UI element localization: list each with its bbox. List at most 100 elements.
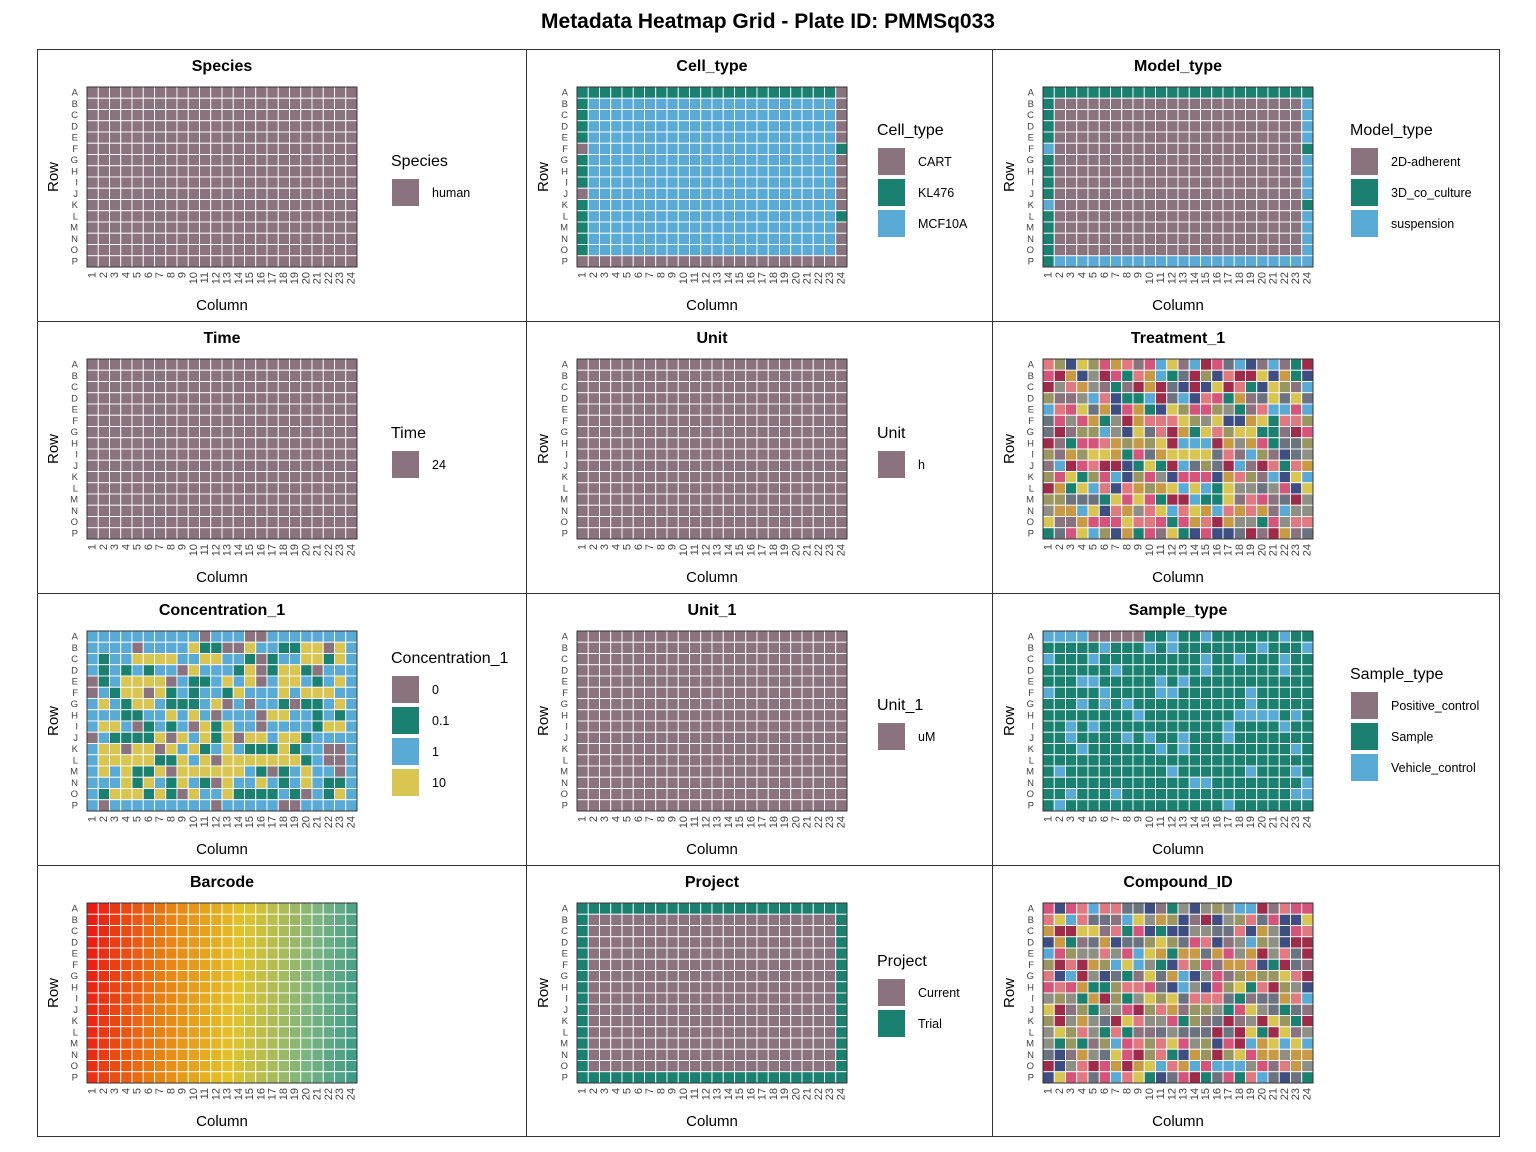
well-C7 xyxy=(154,109,167,122)
y-axis-label: Row xyxy=(1001,434,1018,464)
well-A11 xyxy=(1155,902,1168,915)
well-G16 xyxy=(745,970,758,983)
well-L6 xyxy=(142,1026,155,1039)
well-C22 xyxy=(812,109,825,122)
well-G17 xyxy=(266,970,279,983)
well-K20 xyxy=(790,743,803,756)
well-L23 xyxy=(1290,210,1303,223)
well-A10 xyxy=(187,630,200,643)
well-D1 xyxy=(1042,936,1055,949)
well-A2 xyxy=(587,902,600,915)
column-tick-5: 5 xyxy=(132,272,144,278)
well-B16 xyxy=(1211,641,1224,654)
row-tick-O: O xyxy=(1027,245,1034,256)
well-L12 xyxy=(1166,210,1179,223)
well-M7 xyxy=(1110,765,1123,778)
well-D24 xyxy=(835,936,848,949)
well-N22 xyxy=(812,1048,825,1061)
well-K13 xyxy=(221,199,234,212)
column-tick-4: 4 xyxy=(610,816,622,822)
well-P7 xyxy=(154,799,167,812)
well-F18 xyxy=(1233,958,1246,971)
well-P13 xyxy=(711,1071,724,1084)
well-D20 xyxy=(300,120,313,133)
row-tick-M: M xyxy=(70,1039,78,1050)
row-tick-E: E xyxy=(1028,405,1034,416)
well-A6 xyxy=(632,630,645,643)
well-O8 xyxy=(1121,244,1134,257)
well-G10 xyxy=(677,698,690,711)
well-F20 xyxy=(790,958,803,971)
well-P1 xyxy=(86,799,99,812)
well-O23 xyxy=(824,1060,837,1073)
well-C15 xyxy=(1200,653,1213,666)
well-K7 xyxy=(154,743,167,756)
well-J22 xyxy=(322,187,335,200)
well-D5 xyxy=(1087,936,1100,949)
well-O5 xyxy=(621,516,634,529)
well-G23 xyxy=(824,970,837,983)
well-L6 xyxy=(1098,754,1111,767)
column-tick-9: 9 xyxy=(177,1088,189,1094)
row-tick-H: H xyxy=(1027,438,1034,449)
well-O10 xyxy=(1143,516,1156,529)
well-A19 xyxy=(1245,902,1258,915)
well-H12 xyxy=(700,437,713,450)
well-A23 xyxy=(824,86,837,99)
row-tick-N: N xyxy=(71,234,78,245)
well-B18 xyxy=(767,641,780,654)
well-G5 xyxy=(1087,154,1100,167)
well-F6 xyxy=(1098,414,1111,427)
well-A19 xyxy=(1245,358,1258,371)
well-P17 xyxy=(756,1071,769,1084)
well-A8 xyxy=(655,630,668,643)
well-C19 xyxy=(289,109,302,122)
well-P3 xyxy=(1065,799,1078,812)
well-H18 xyxy=(277,165,290,178)
well-D13 xyxy=(1177,936,1190,949)
well-P5 xyxy=(131,1071,144,1084)
well-P24 xyxy=(835,1071,848,1084)
well-K10 xyxy=(677,471,690,484)
column-tick-4: 4 xyxy=(120,272,132,278)
well-H15 xyxy=(1200,165,1213,178)
well-I13 xyxy=(1177,720,1190,733)
well-F18 xyxy=(277,414,290,427)
well-N11 xyxy=(1155,232,1168,245)
well-B22 xyxy=(322,97,335,110)
well-A8 xyxy=(165,86,178,99)
well-A9 xyxy=(176,630,189,643)
well-D16 xyxy=(1211,936,1224,949)
y-axis-label: Row xyxy=(1001,706,1018,736)
well-L22 xyxy=(322,754,335,767)
well-G1 xyxy=(1042,970,1055,983)
legend-item-h: h xyxy=(877,449,925,480)
well-P1 xyxy=(576,799,589,812)
well-B7 xyxy=(644,369,657,382)
well-N2 xyxy=(97,232,110,245)
well-F6 xyxy=(632,414,645,427)
well-C11 xyxy=(689,109,702,122)
well-H23 xyxy=(334,165,347,178)
well-K7 xyxy=(154,1015,167,1028)
well-K12 xyxy=(210,471,223,484)
well-G4 xyxy=(610,426,623,439)
well-H19 xyxy=(1245,709,1258,722)
well-N2 xyxy=(97,776,110,789)
well-A12 xyxy=(210,358,223,371)
well-A4 xyxy=(610,902,623,915)
well-N13 xyxy=(711,504,724,517)
heatmap-wells xyxy=(1042,902,1314,1084)
well-I18 xyxy=(767,176,780,189)
well-C23 xyxy=(824,109,837,122)
well-C18 xyxy=(1233,653,1246,666)
well-G19 xyxy=(1245,154,1258,167)
well-H22 xyxy=(1278,437,1291,450)
well-B7 xyxy=(1110,913,1123,926)
well-O4 xyxy=(610,244,623,257)
well-D7 xyxy=(154,120,167,133)
well-G5 xyxy=(621,698,634,711)
well-J3 xyxy=(109,1003,122,1016)
well-M17 xyxy=(1222,221,1235,234)
well-G19 xyxy=(1245,698,1258,711)
